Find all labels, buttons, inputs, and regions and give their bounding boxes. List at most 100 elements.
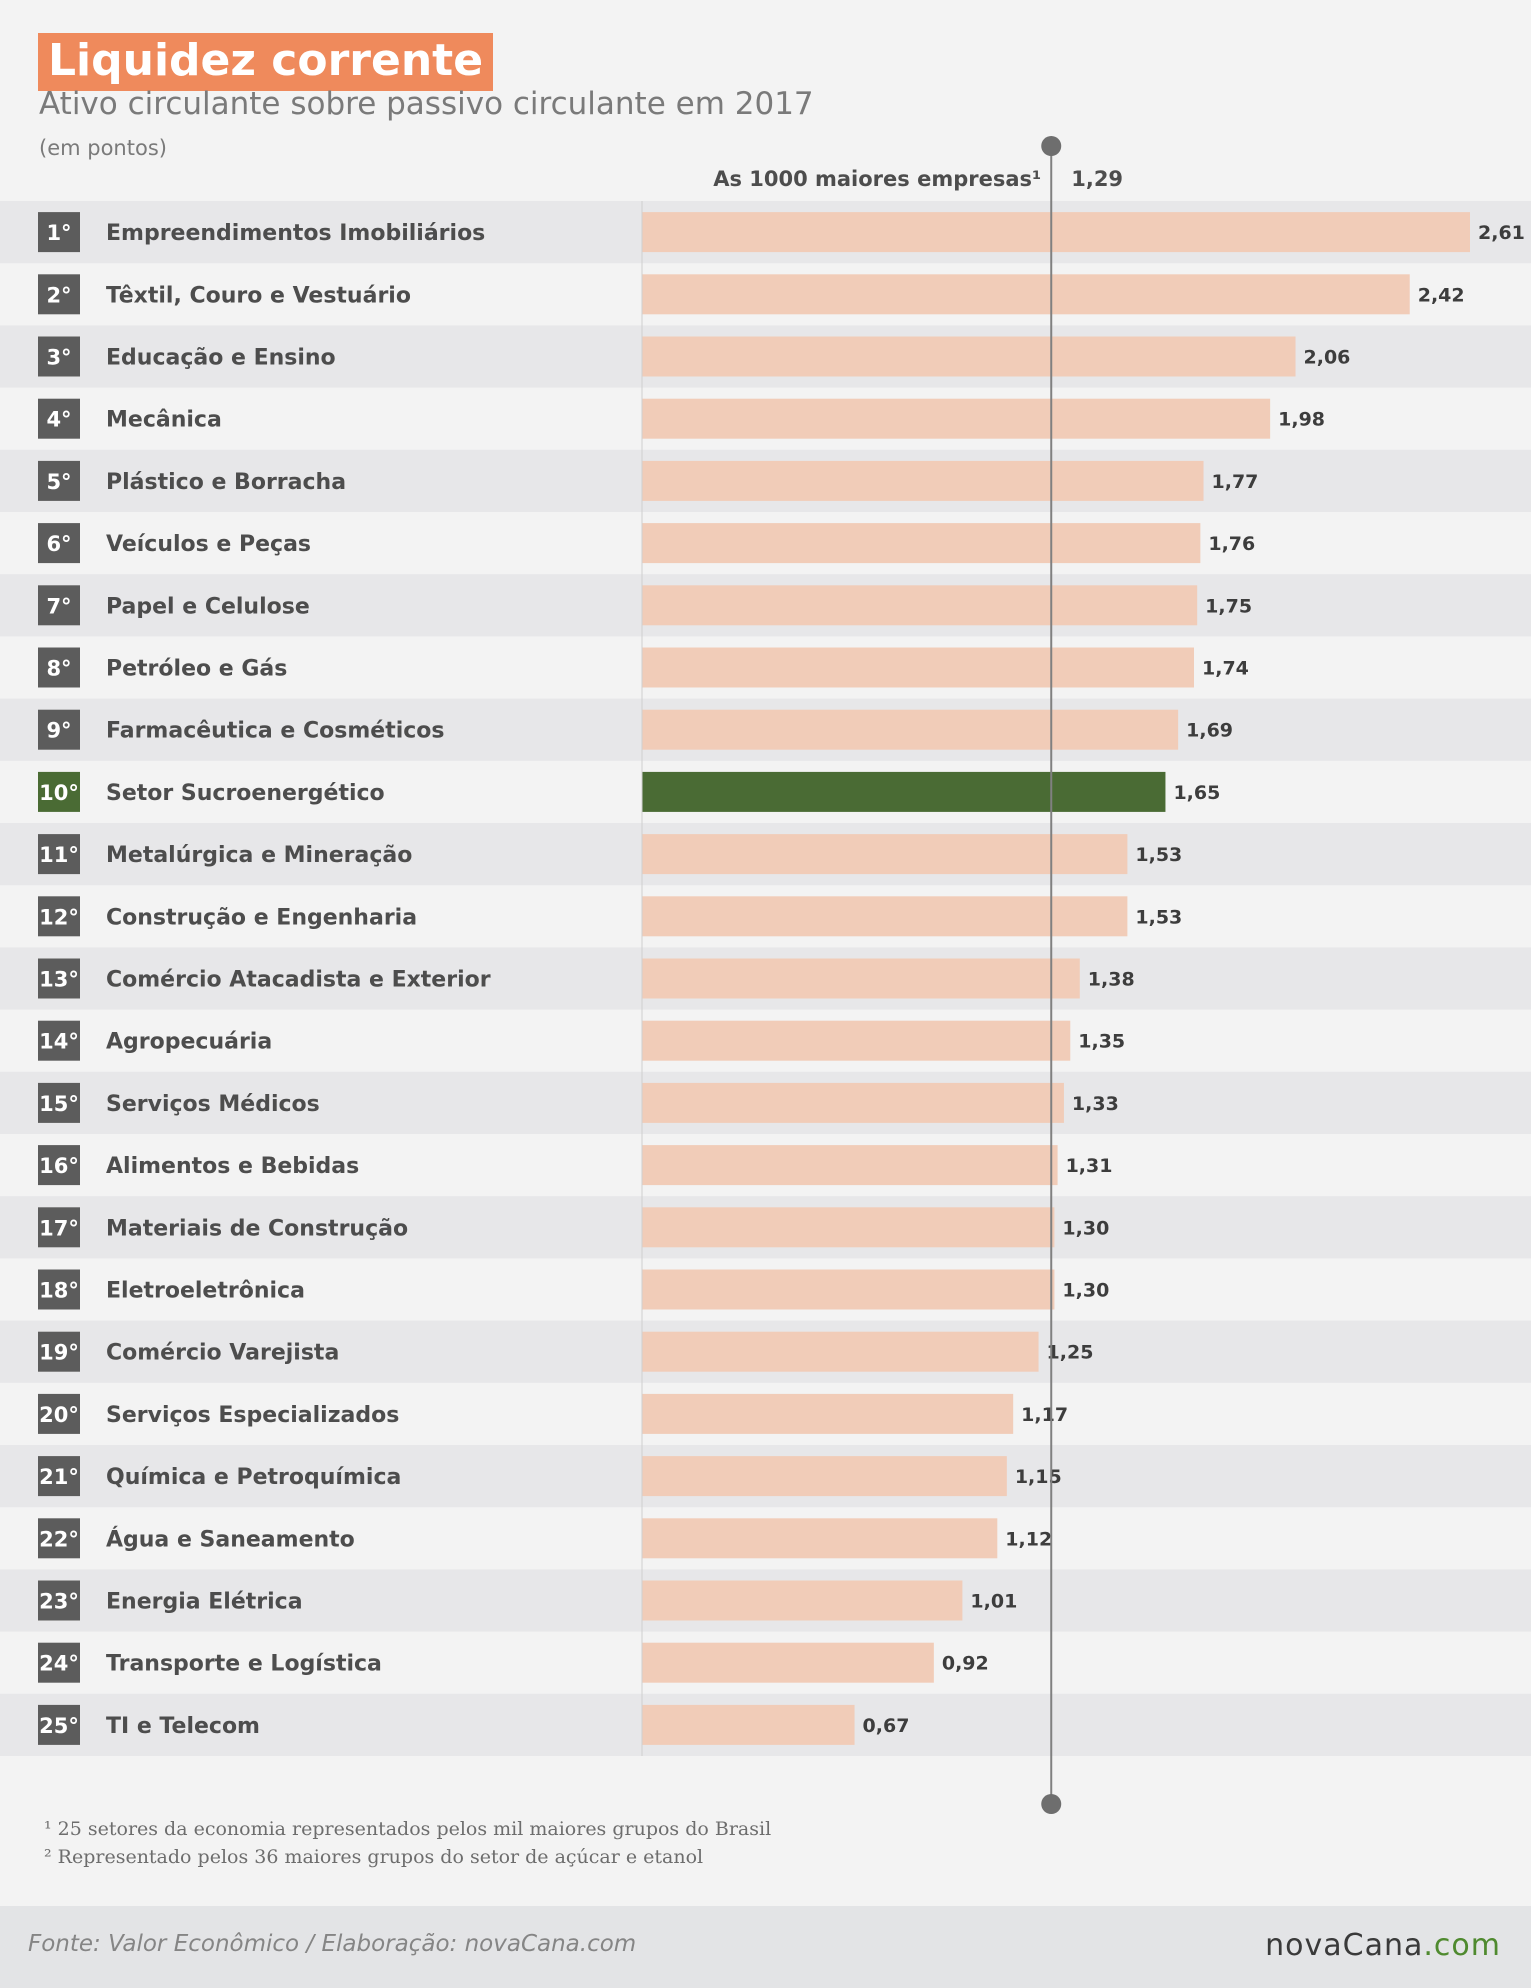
category-label: Farmacêutica e Cosméticos bbox=[106, 719, 445, 744]
value-label: 1,30 bbox=[1062, 1280, 1109, 1302]
bar-chart: 1° Empreendimentos Imobiliários 2,61 2° Têxt… bbox=[0, 136, 1531, 1814]
category-label: Serviços Especializados bbox=[106, 1403, 399, 1428]
chart-row: 11° Metalúrgica e Mineração 1,53 bbox=[0, 823, 1531, 886]
value-label: 2,61 bbox=[1478, 222, 1525, 244]
bar bbox=[642, 771, 1166, 812]
bar bbox=[642, 1269, 1055, 1310]
rank-badge bbox=[38, 1704, 80, 1745]
rank-label: 14° bbox=[39, 1030, 79, 1054]
rank-badge bbox=[38, 1642, 80, 1683]
rank-badge bbox=[38, 398, 80, 439]
value-label: 1,77 bbox=[1212, 471, 1259, 493]
bar bbox=[642, 647, 1194, 688]
chart-row: 8° Petróleo e Gás 1,74 bbox=[38, 647, 1249, 688]
bar bbox=[642, 460, 1204, 501]
bar bbox=[642, 1207, 1055, 1248]
category-label: Setor Sucroenergético bbox=[106, 781, 385, 806]
value-label: 2,06 bbox=[1304, 347, 1351, 369]
category-label: Transporte e Logística bbox=[106, 1652, 382, 1677]
rank-label: 4° bbox=[46, 408, 71, 432]
reference-line-label: As 1000 maiores empresas¹ bbox=[713, 167, 1041, 191]
bar bbox=[642, 585, 1198, 626]
chart-row: 16° Alimentos e Bebidas 1,31 bbox=[38, 1145, 1113, 1186]
bar bbox=[642, 1393, 1014, 1434]
bar bbox=[642, 709, 1179, 750]
rank-label: 21° bbox=[39, 1465, 79, 1489]
rank-label: 13° bbox=[39, 968, 79, 992]
category-label: Eletroeletrônica bbox=[106, 1279, 305, 1304]
rank-label: 22° bbox=[39, 1527, 79, 1551]
category-label: Têxtil, Couro e Vestuário bbox=[106, 283, 411, 308]
category-label: Plástico e Borracha bbox=[106, 470, 346, 495]
value-label: 1,69 bbox=[1186, 720, 1233, 742]
bar bbox=[642, 1082, 1064, 1123]
bar bbox=[642, 834, 1128, 875]
chart-row: 19° Comércio Varejista 1,25 bbox=[0, 1320, 1531, 1383]
source-credit: Fonte: Valor Econômico / Elaboração: nov… bbox=[28, 1931, 637, 1957]
chart-row: 5° Plástico e Borracha 1,77 bbox=[0, 449, 1531, 512]
rank-badge bbox=[38, 1082, 80, 1123]
rank-badge bbox=[38, 1393, 80, 1434]
value-label: 2,42 bbox=[1418, 284, 1465, 306]
bar bbox=[642, 1020, 1071, 1061]
category-label: TI e Telecom bbox=[106, 1714, 260, 1739]
value-label: 1,65 bbox=[1173, 782, 1220, 804]
value-label: 1,31 bbox=[1066, 1155, 1113, 1177]
category-label: Veículos e Peças bbox=[106, 532, 311, 557]
rank-badge bbox=[38, 1580, 80, 1621]
chart-row: 25° TI e Telecom 0,67 bbox=[0, 1693, 1531, 1756]
value-label: 1,74 bbox=[1202, 658, 1249, 680]
logo-domain: .com bbox=[1423, 1928, 1501, 1963]
category-label: Água e Saneamento bbox=[106, 1526, 355, 1552]
chart-row: 18° Eletroeletrônica 1,30 bbox=[38, 1269, 1109, 1310]
value-label: 1,38 bbox=[1088, 969, 1135, 991]
chart-row: 9° Farmacêutica e Cosméticos 1,69 bbox=[0, 698, 1531, 761]
bar bbox=[642, 896, 1128, 937]
chart-row: 24° Transporte e Logística 0,92 bbox=[38, 1642, 989, 1683]
category-label: Química e Petroquímica bbox=[106, 1465, 401, 1490]
rank-label: 7° bbox=[46, 594, 71, 618]
category-label: Energia Elétrica bbox=[106, 1590, 303, 1615]
value-label: 0,67 bbox=[863, 1715, 910, 1737]
rank-label: 19° bbox=[39, 1341, 79, 1365]
rank-label: 20° bbox=[39, 1403, 79, 1427]
rank-badge bbox=[38, 1331, 80, 1372]
reference-line-bottom-dot bbox=[1041, 1794, 1062, 1814]
value-label: 1,12 bbox=[1005, 1528, 1052, 1550]
footnote-2: ² Representado pelos 36 maiores grupos d… bbox=[44, 1846, 704, 1868]
logo-main: novaCana bbox=[1265, 1928, 1424, 1963]
rank-badge bbox=[38, 1145, 80, 1186]
rank-badge bbox=[38, 958, 80, 999]
rank-badge bbox=[38, 585, 80, 626]
category-label: Serviços Médicos bbox=[106, 1092, 320, 1117]
rank-badge bbox=[38, 460, 80, 501]
bar bbox=[642, 1518, 998, 1559]
footnote-1: ¹ 25 setores da economia representados p… bbox=[44, 1818, 772, 1840]
chart-row: 13° Comércio Atacadista e Exterior 1,38 bbox=[0, 947, 1531, 1010]
rank-label: 25° bbox=[39, 1714, 79, 1738]
bar bbox=[642, 1145, 1058, 1186]
value-label: 0,92 bbox=[942, 1653, 989, 1675]
rank-label: 12° bbox=[39, 905, 79, 929]
unit-note: (em pontos) bbox=[39, 136, 167, 160]
rank-label: 15° bbox=[39, 1092, 79, 1116]
reference-line-top-dot bbox=[1041, 136, 1062, 156]
value-label: 1,53 bbox=[1135, 844, 1182, 866]
rank-label: 5° bbox=[46, 470, 71, 494]
rank-badge bbox=[38, 834, 80, 875]
novacana-logo: novaCana.com bbox=[1265, 1928, 1501, 1963]
value-label: 1,01 bbox=[970, 1591, 1017, 1613]
rank-badge bbox=[38, 523, 80, 564]
chart-row: 12° Construção e Engenharia 1,53 bbox=[38, 896, 1182, 937]
footer: Fonte: Valor Econômico / Elaboração: nov… bbox=[0, 1906, 1531, 1988]
category-label: Materiais de Construção bbox=[106, 1216, 408, 1241]
bar bbox=[642, 398, 1271, 439]
rank-badge bbox=[38, 771, 80, 812]
chart-row: 17° Materiais de Construção 1,30 bbox=[0, 1196, 1531, 1259]
rank-label: 23° bbox=[39, 1590, 79, 1614]
value-label: 1,76 bbox=[1208, 533, 1255, 555]
chart-row: 2° Têxtil, Couro e Vestuário 2,42 bbox=[38, 274, 1465, 315]
rank-label: 17° bbox=[39, 1216, 79, 1240]
rank-badge bbox=[38, 647, 80, 688]
rank-badge bbox=[38, 896, 80, 937]
